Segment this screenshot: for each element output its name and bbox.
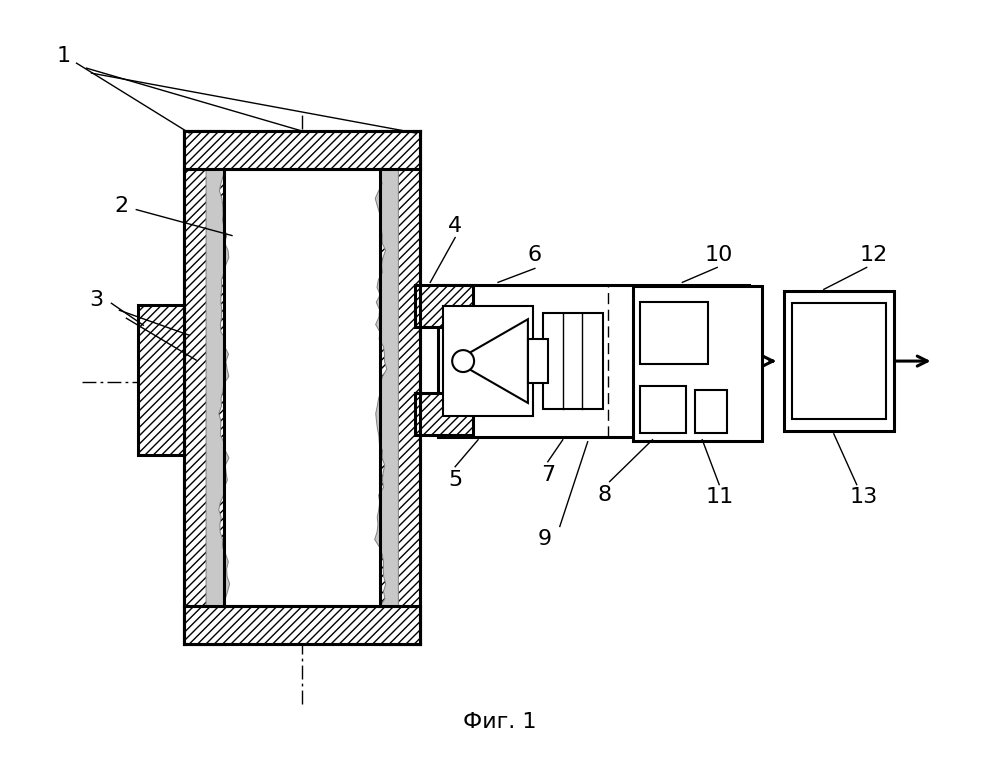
Bar <box>184 131 224 644</box>
Text: 12: 12 <box>860 246 888 265</box>
Bar <box>784 291 894 431</box>
Bar <box>640 302 708 363</box>
Bar <box>184 131 420 169</box>
Polygon shape <box>206 169 230 606</box>
Text: 1: 1 <box>57 46 71 67</box>
Text: 10: 10 <box>705 246 733 265</box>
Bar <box>792 303 886 419</box>
Bar <box>380 131 420 644</box>
Text: 11: 11 <box>705 487 733 506</box>
Circle shape <box>452 350 474 372</box>
Text: 7: 7 <box>541 464 555 485</box>
Text: 3: 3 <box>89 290 104 311</box>
Bar <box>543 313 603 409</box>
Bar <box>415 285 473 327</box>
Bar <box>443 306 533 416</box>
Bar <box>528 339 548 383</box>
Bar <box>633 286 762 441</box>
Bar <box>138 305 184 454</box>
Bar <box>438 285 749 437</box>
Bar <box>224 169 380 606</box>
Polygon shape <box>455 319 528 403</box>
Text: 6: 6 <box>528 246 542 265</box>
Bar <box>184 606 420 644</box>
Bar <box>640 386 686 433</box>
Bar <box>415 393 473 435</box>
Text: 4: 4 <box>448 216 462 236</box>
Text: 5: 5 <box>448 470 462 490</box>
Text: 2: 2 <box>114 196 128 216</box>
Text: 13: 13 <box>850 487 878 506</box>
Text: 9: 9 <box>538 529 552 549</box>
Bar <box>695 389 727 433</box>
Text: 8: 8 <box>598 484 612 505</box>
Polygon shape <box>375 169 398 606</box>
Text: Фиг. 1: Фиг. 1 <box>463 711 537 732</box>
